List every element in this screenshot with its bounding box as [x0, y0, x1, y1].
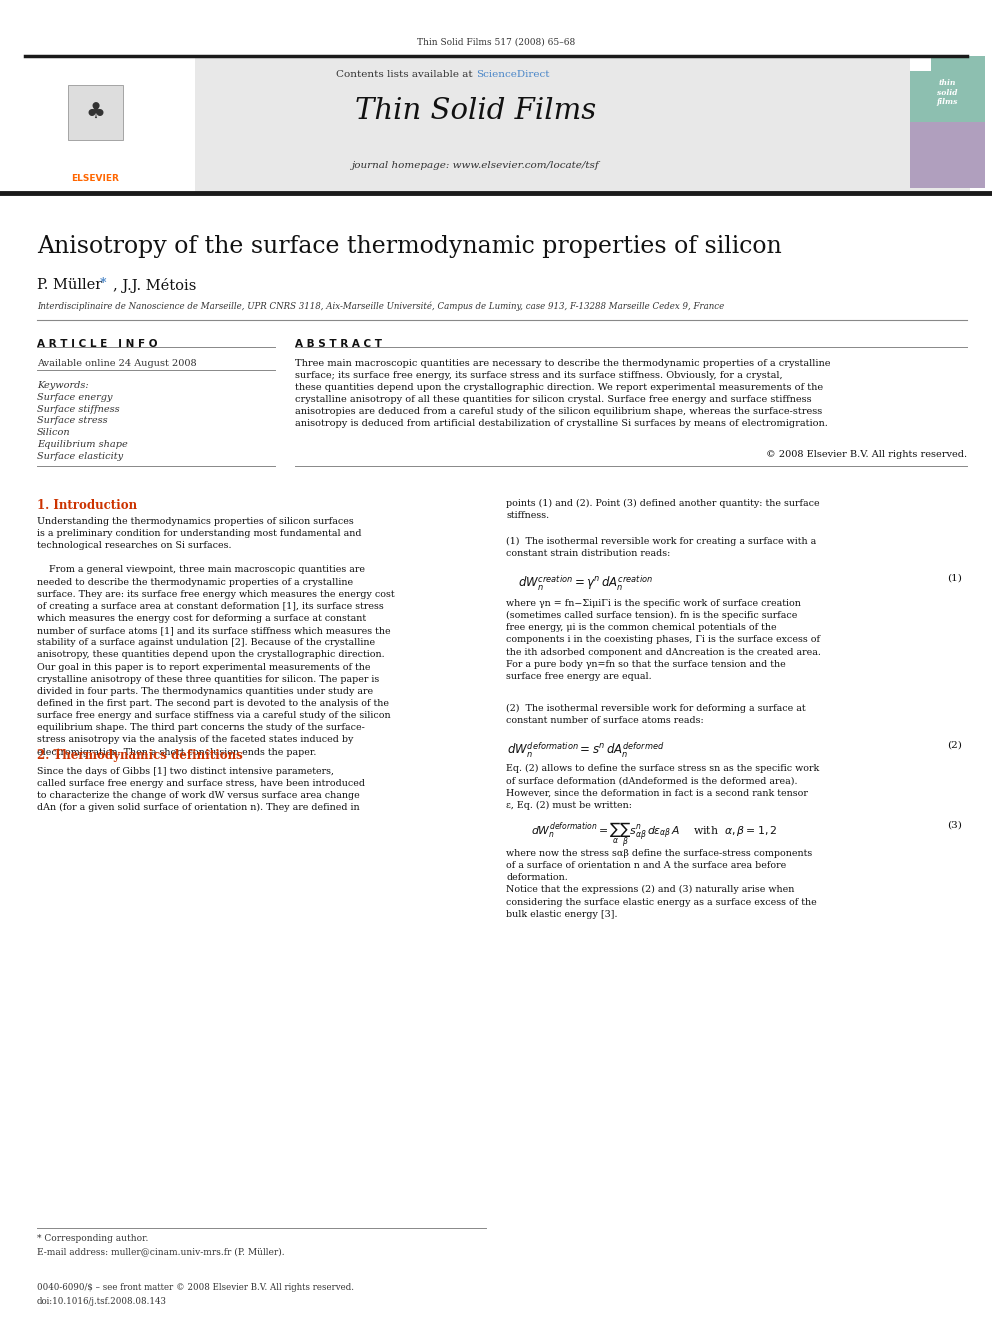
- Text: $dW_n^{creation} = \gamma^n \, dA_n^{creation}$: $dW_n^{creation} = \gamma^n \, dA_n^{cre…: [519, 574, 654, 593]
- Text: doi:10.1016/j.tsf.2008.08.143: doi:10.1016/j.tsf.2008.08.143: [37, 1297, 167, 1306]
- Text: $dW_n^{deformation} = \sum_\alpha \sum_\beta s^n_{\alpha\beta}\,d\varepsilon_{\a: $dW_n^{deformation} = \sum_\alpha \sum_\…: [531, 820, 778, 849]
- Bar: [0, 56, 195, 192]
- Text: Surface elasticity: Surface elasticity: [37, 452, 123, 460]
- Text: (2): (2): [947, 741, 962, 750]
- Text: where γn = fn−ΣiμiΓi is the specific work of surface creation
(sometimes called : where γn = fn−ΣiμiΓi is the specific wor…: [506, 599, 820, 681]
- Text: 2. Thermodynamics definitions: 2. Thermodynamics definitions: [37, 749, 243, 762]
- Text: (2)  The isothermal reversible work for deforming a surface at
constant number o: (2) The isothermal reversible work for d…: [506, 704, 806, 725]
- Text: ♣: ♣: [85, 102, 105, 123]
- Text: , J.J. Métois: , J.J. Métois: [113, 278, 196, 292]
- Text: journal homepage: www.elsevier.com/locate/tsf: journal homepage: www.elsevier.com/locat…: [352, 161, 600, 169]
- Text: Anisotropy of the surface thermodynamic properties of silicon: Anisotropy of the surface thermodynamic …: [37, 235, 782, 258]
- Text: Surface stress: Surface stress: [37, 417, 107, 426]
- Text: Thin Solid Films 517 (2008) 65–68: Thin Solid Films 517 (2008) 65–68: [417, 37, 575, 46]
- Text: Understanding the thermodynamics properties of silicon surfaces
is a preliminary: Understanding the thermodynamics propert…: [37, 517, 395, 757]
- Bar: [910, 122, 985, 188]
- Text: 0040-6090/$ – see front matter © 2008 Elsevier B.V. All rights reserved.: 0040-6090/$ – see front matter © 2008 El…: [37, 1283, 354, 1293]
- Text: thin
solid
films: thin solid films: [936, 79, 958, 106]
- Text: © 2008 Elsevier B.V. All rights reserved.: © 2008 Elsevier B.V. All rights reserved…: [766, 450, 967, 459]
- Text: (1)  The isothermal reversible work for creating a surface with a
constant strai: (1) The isothermal reversible work for c…: [506, 537, 816, 558]
- Text: Thin Solid Films: Thin Solid Films: [355, 97, 596, 126]
- Text: (1): (1): [947, 574, 962, 582]
- Text: Since the days of Gibbs [1] two distinct intensive parameters,
called surface fr: Since the days of Gibbs [1] two distinct…: [37, 767, 365, 812]
- Bar: [67, 85, 122, 140]
- Text: Equilibrium shape: Equilibrium shape: [37, 441, 128, 448]
- Bar: [910, 56, 931, 71]
- Text: Available online 24 August 2008: Available online 24 August 2008: [37, 359, 196, 368]
- Text: A B S T R A C T: A B S T R A C T: [295, 339, 382, 349]
- Text: points (1) and (2). Point (3) defined another quantity: the surface
stiffness.: points (1) and (2). Point (3) defined an…: [506, 499, 819, 520]
- Text: where now the stress sαβ define the surface-stress components
of a surface of or: where now the stress sαβ define the surf…: [506, 849, 816, 918]
- Bar: [910, 56, 985, 122]
- Text: *: *: [100, 277, 106, 290]
- Text: E-mail address: muller@cinam.univ-mrs.fr (P. Müller).: E-mail address: muller@cinam.univ-mrs.fr…: [37, 1248, 285, 1257]
- Text: Contents lists available at: Contents lists available at: [336, 70, 476, 79]
- Text: (3): (3): [947, 820, 962, 830]
- Text: A R T I C L E   I N F O: A R T I C L E I N F O: [37, 339, 158, 349]
- Text: * Corresponding author.: * Corresponding author.: [37, 1234, 149, 1244]
- Text: Three main macroscopic quantities are necessary to describe the thermodynamic pr: Three main macroscopic quantities are ne…: [295, 359, 830, 429]
- Text: Surface stiffness: Surface stiffness: [37, 405, 120, 414]
- Text: Interdisciplinaire de Nanoscience de Marseille, UPR CNRS 3118, Aix-Marseille Uni: Interdisciplinaire de Nanoscience de Mar…: [37, 302, 724, 311]
- Text: Surface energy: Surface energy: [37, 393, 112, 402]
- Text: Silicon: Silicon: [37, 429, 70, 437]
- Text: 1. Introduction: 1. Introduction: [37, 499, 137, 512]
- Text: P. Müller: P. Müller: [37, 278, 102, 292]
- Text: Keywords:: Keywords:: [37, 381, 88, 390]
- Text: Eq. (2) allows to define the surface stress sn as the specific work
of surface d: Eq. (2) allows to define the surface str…: [506, 763, 819, 810]
- Text: $dW_n^{deformation} = s^n \, dA_n^{deformed}$: $dW_n^{deformation} = s^n \, dA_n^{defor…: [507, 741, 665, 761]
- Text: ELSEVIER: ELSEVIER: [71, 173, 119, 183]
- Text: ScienceDirect: ScienceDirect: [476, 70, 550, 79]
- Bar: [22, 56, 970, 192]
